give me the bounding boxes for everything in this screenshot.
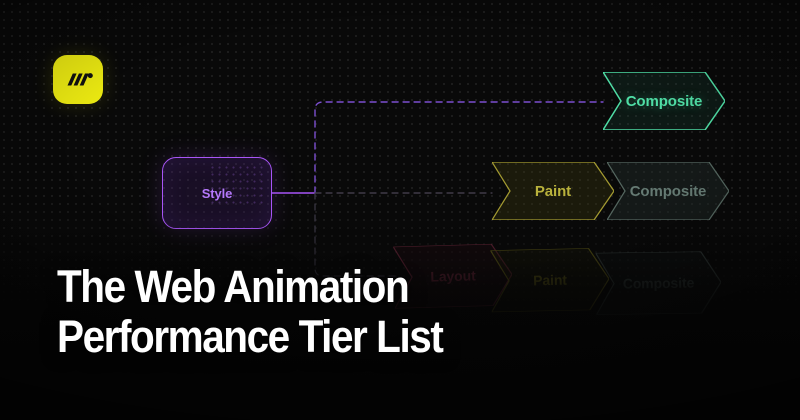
node-composite-mid[interactable]: Composite — [607, 162, 729, 220]
node-label: Composite — [629, 182, 707, 200]
node-composite-faded[interactable]: Composite — [595, 251, 722, 315]
node-label: Paint — [532, 271, 568, 289]
node-paint-faded[interactable]: Paint — [490, 247, 610, 313]
node-paint-mid[interactable]: Paint — [492, 162, 614, 220]
node-style[interactable]: Style — [162, 157, 272, 229]
node-composite-top[interactable]: Composite — [603, 72, 725, 130]
node-label: Style — [201, 185, 233, 201]
node-label: Composite — [622, 274, 695, 292]
page-title: The Web Animation Performance Tier List — [57, 261, 444, 362]
node-label: Composite — [625, 92, 703, 110]
headline-line-1: The Web Animation — [57, 261, 410, 312]
node-label: Paint — [534, 182, 572, 200]
headline-line-2: Performance Tier List — [57, 311, 444, 362]
